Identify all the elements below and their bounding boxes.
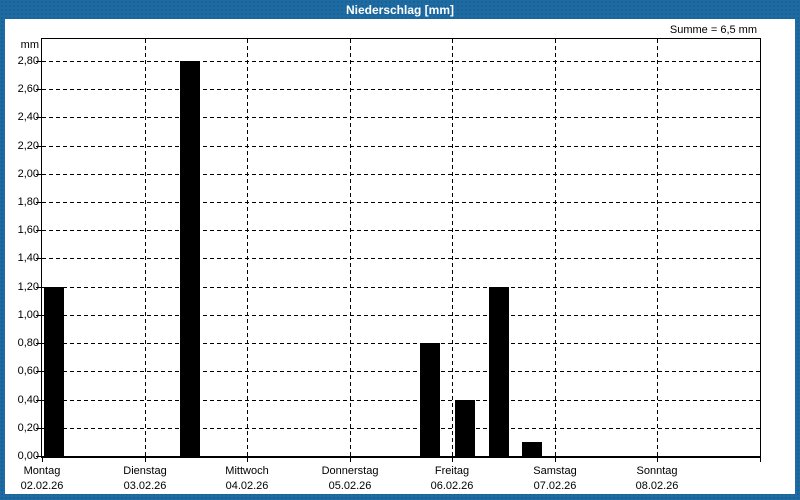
h-gridline xyxy=(42,400,760,401)
y-axis-tick-label: 1,00 xyxy=(17,309,39,321)
precip-bar xyxy=(420,343,440,456)
h-gridline xyxy=(42,174,760,175)
v-gridline xyxy=(350,39,351,456)
y-axis-tick-label: 1,20 xyxy=(17,281,39,293)
y-axis-tick-label: 2,00 xyxy=(17,168,39,180)
y-axis-tick-label: 1,80 xyxy=(17,196,39,208)
y-tick-mark xyxy=(36,315,41,316)
y-tick-mark xyxy=(36,287,41,288)
x-axis-date-label: 03.02.26 xyxy=(123,480,167,492)
h-gridline xyxy=(42,230,760,231)
x-tick-mark xyxy=(145,458,146,462)
h-gridline xyxy=(42,89,760,90)
y-axis-tick-label: 0,80 xyxy=(17,337,39,349)
h-gridline xyxy=(42,287,760,288)
x-axis-day-label: Samstag xyxy=(533,465,577,477)
x-tick-mark xyxy=(452,458,453,462)
x-axis-date-label: 08.02.26 xyxy=(635,480,679,492)
y-axis-tick-label: 0,20 xyxy=(17,422,39,434)
y-axis-tick-label: 0,00 xyxy=(17,450,39,462)
y-tick-mark xyxy=(36,117,41,118)
h-gridline xyxy=(42,202,760,203)
y-axis-tick-label: 2,40 xyxy=(17,111,39,123)
y-axis-tick-label: 0,40 xyxy=(17,394,39,406)
y-tick-mark xyxy=(36,343,41,344)
y-tick-mark xyxy=(36,428,41,429)
x-tick-mark xyxy=(247,458,248,462)
y-axis-tick-label: 0,60 xyxy=(17,365,39,377)
x-axis-day-label: Freitag xyxy=(434,465,470,477)
x-tick-mark xyxy=(42,458,43,462)
y-axis-tick-label: 1,60 xyxy=(17,224,39,236)
y-tick-mark xyxy=(36,258,41,259)
precip-bar xyxy=(522,442,542,456)
h-gridline xyxy=(42,371,760,372)
y-axis-tick-label: 2,60 xyxy=(17,83,39,95)
x-axis-day-label: Donnerstag xyxy=(321,465,379,477)
y-tick-mark xyxy=(36,371,41,372)
y-axis-tick-label: 1,40 xyxy=(17,252,39,264)
y-tick-mark xyxy=(36,202,41,203)
precip-bar xyxy=(180,61,200,456)
plot-area xyxy=(41,38,761,458)
h-gridline xyxy=(42,146,760,147)
v-gridline xyxy=(247,39,248,456)
x-axis-day-label: Montag xyxy=(23,465,61,477)
x-axis-date-label: 05.02.26 xyxy=(328,480,372,492)
precip-bar xyxy=(455,400,475,456)
y-tick-mark xyxy=(36,230,41,231)
y-axis-tick-label: 2,20 xyxy=(17,140,39,152)
x-axis-date-label: 02.02.26 xyxy=(20,480,64,492)
x-axis-day-label: Sonntag xyxy=(636,465,678,477)
y-tick-mark xyxy=(36,174,41,175)
v-gridline xyxy=(452,39,453,456)
chart-content: Summe = 6,5 mm mm 0,00 0,20 0,40 0,60 0,80 1,… xyxy=(5,19,795,494)
x-axis-day-label: Dienstag xyxy=(123,465,167,477)
window-title: Niederschlag [mm] xyxy=(345,2,455,17)
precip-bar xyxy=(44,287,64,456)
x-tick-mark xyxy=(760,458,761,462)
x-tick-mark xyxy=(657,458,658,462)
sum-label: Summe = 6,5 mm xyxy=(669,24,757,36)
h-gridline xyxy=(42,258,760,259)
y-tick-mark xyxy=(36,89,41,90)
y-axis-unit-label: mm xyxy=(20,39,39,51)
x-tick-mark xyxy=(350,458,351,462)
y-tick-mark xyxy=(36,146,41,147)
precip-bar xyxy=(489,287,509,456)
y-tick-mark xyxy=(36,400,41,401)
y-tick-mark xyxy=(36,456,41,457)
v-gridline xyxy=(145,39,146,456)
x-tick-mark xyxy=(555,458,556,462)
h-gridline xyxy=(42,428,760,429)
y-axis-tick-label: 2,80 xyxy=(17,55,39,67)
x-axis-date-label: 07.02.26 xyxy=(533,480,577,492)
h-gridline xyxy=(42,343,760,344)
h-gridline xyxy=(42,117,760,118)
y-tick-mark xyxy=(36,61,41,62)
v-gridline xyxy=(657,39,658,456)
v-gridline xyxy=(555,39,556,456)
h-gridline xyxy=(42,315,760,316)
window-titlebar: Niederschlag [mm] xyxy=(0,0,800,19)
x-axis-day-label: Mittwoch xyxy=(225,465,269,477)
h-gridline xyxy=(42,61,760,62)
x-axis-date-label: 04.02.26 xyxy=(225,480,269,492)
x-axis-date-label: 06.02.26 xyxy=(430,480,474,492)
